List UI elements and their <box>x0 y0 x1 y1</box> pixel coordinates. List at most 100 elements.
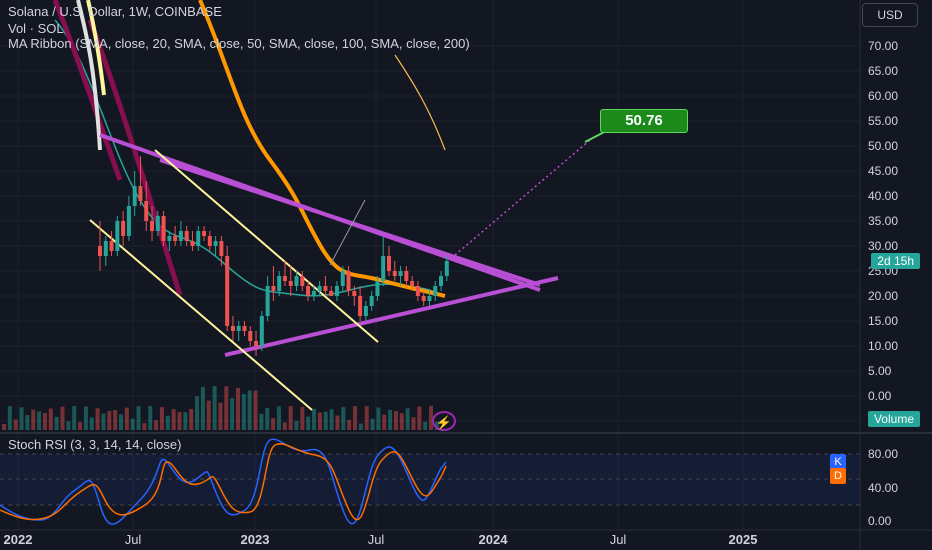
volume-legend[interactable]: Vol · SOL <box>8 21 64 36</box>
volume-bar <box>101 413 106 430</box>
volume-bar <box>54 416 59 430</box>
volume-bar <box>165 415 170 430</box>
candle-body <box>387 256 391 271</box>
candle-body <box>144 201 149 221</box>
volume-tag: Volume <box>867 411 920 427</box>
flash-icon[interactable]: ⚡ <box>432 411 456 431</box>
volume-bar <box>25 415 30 430</box>
time-axis-label: 2025 <box>729 532 758 547</box>
symbol-title[interactable]: Solana / U.S. Dollar, 1W, COINBASE <box>8 4 222 19</box>
price-axis-label: 50.00 <box>868 139 898 153</box>
candle-body <box>415 286 420 296</box>
volume-bar <box>212 386 217 430</box>
candle-body <box>248 331 253 341</box>
stoch-axis-label: 80.00 <box>868 447 898 461</box>
volume-bars <box>2 386 439 430</box>
candle-body <box>334 286 339 296</box>
volume-bar <box>130 418 135 430</box>
volume-bar <box>136 406 141 430</box>
candle-body <box>173 236 178 241</box>
volume-bar <box>288 406 293 430</box>
candle-body <box>271 286 276 291</box>
volume-bar <box>423 421 428 430</box>
price-axis-label: 35.00 <box>868 214 898 228</box>
volume-bar <box>119 414 123 430</box>
candle-body <box>352 291 357 296</box>
candle-body <box>150 221 155 231</box>
candle-body <box>375 281 380 296</box>
stoch-rsi-legend[interactable]: Stoch RSI (3, 3, 14, 14, close) <box>8 437 182 452</box>
volume-bar <box>154 420 159 430</box>
volume-bar <box>358 423 363 430</box>
volume-bar <box>60 406 65 430</box>
candle-body <box>230 326 235 331</box>
volume-bar <box>241 394 246 430</box>
target-projection-line <box>454 139 591 256</box>
currency-button[interactable]: USD <box>862 3 918 27</box>
volume-bar <box>78 422 83 430</box>
sma-100-line <box>394 54 446 151</box>
triangle-lower-trendline <box>224 276 559 357</box>
candle-body <box>381 256 386 281</box>
candle-body <box>126 206 131 236</box>
volume-bar <box>317 412 322 430</box>
triangle-upper-trendline <box>159 158 541 287</box>
channel-upper-line <box>154 149 379 343</box>
candle-body <box>236 326 241 331</box>
candlesticks <box>98 156 449 356</box>
volume-bar <box>83 406 88 430</box>
volume-bar <box>48 408 53 430</box>
volume-bar <box>2 424 6 430</box>
candle-body <box>190 241 195 246</box>
volume-bar <box>276 406 281 430</box>
volume-bar <box>370 418 375 430</box>
ma-ribbon-line <box>76 0 102 151</box>
candle-body <box>202 231 207 236</box>
volume-bar <box>306 416 311 430</box>
candle-body <box>444 261 449 276</box>
volume-bar <box>388 409 393 430</box>
volume-bar <box>347 419 352 430</box>
candle-body <box>294 276 299 286</box>
candle-body <box>178 231 183 241</box>
candle-body <box>254 341 259 346</box>
volume-bar <box>224 386 229 430</box>
volume-bar <box>417 406 422 430</box>
volume-bar <box>72 406 77 430</box>
volume-bar <box>429 406 434 430</box>
sma-50-line <box>198 0 446 298</box>
price-axis-label: 45.00 <box>868 164 898 178</box>
volume-bar <box>341 407 346 430</box>
volume-bar <box>376 407 381 430</box>
volume-bar <box>159 407 164 430</box>
candle-body <box>421 296 426 301</box>
volume-bar <box>335 415 340 430</box>
price-axis-label: 60.00 <box>868 89 898 103</box>
volume-bar <box>323 411 328 430</box>
candle-body <box>207 236 212 246</box>
candle-body <box>242 326 247 331</box>
ma-ribbon <box>52 0 446 298</box>
stoch-rsi-pane <box>0 438 860 525</box>
ma-ribbon-legend[interactable]: MA Ribbon (SMA, close, 20, SMA, close, 5… <box>8 36 470 51</box>
price-axis-label: 10.00 <box>868 339 898 353</box>
price-axis-label: 20.00 <box>868 289 898 303</box>
volume-bar <box>113 410 118 430</box>
countdown-tag: 2d 15h <box>871 253 920 269</box>
volume-bar <box>189 408 194 430</box>
projection-line <box>329 199 366 266</box>
price-axis-label: 15.00 <box>868 314 898 328</box>
stoch-k-tag: K <box>830 454 846 470</box>
volume-bar <box>124 407 129 430</box>
price-axis-label: 5.00 <box>868 364 892 378</box>
volume-bar <box>183 412 188 430</box>
volume-bar <box>382 414 387 430</box>
sma-200-line <box>52 0 123 181</box>
price-axis-label: 0.00 <box>868 389 892 403</box>
price-target-label[interactable]: 50.76 <box>600 109 688 133</box>
volume-bar <box>312 408 317 430</box>
candle-body <box>404 271 409 281</box>
candle-body <box>439 276 444 286</box>
candle-body <box>317 286 322 291</box>
